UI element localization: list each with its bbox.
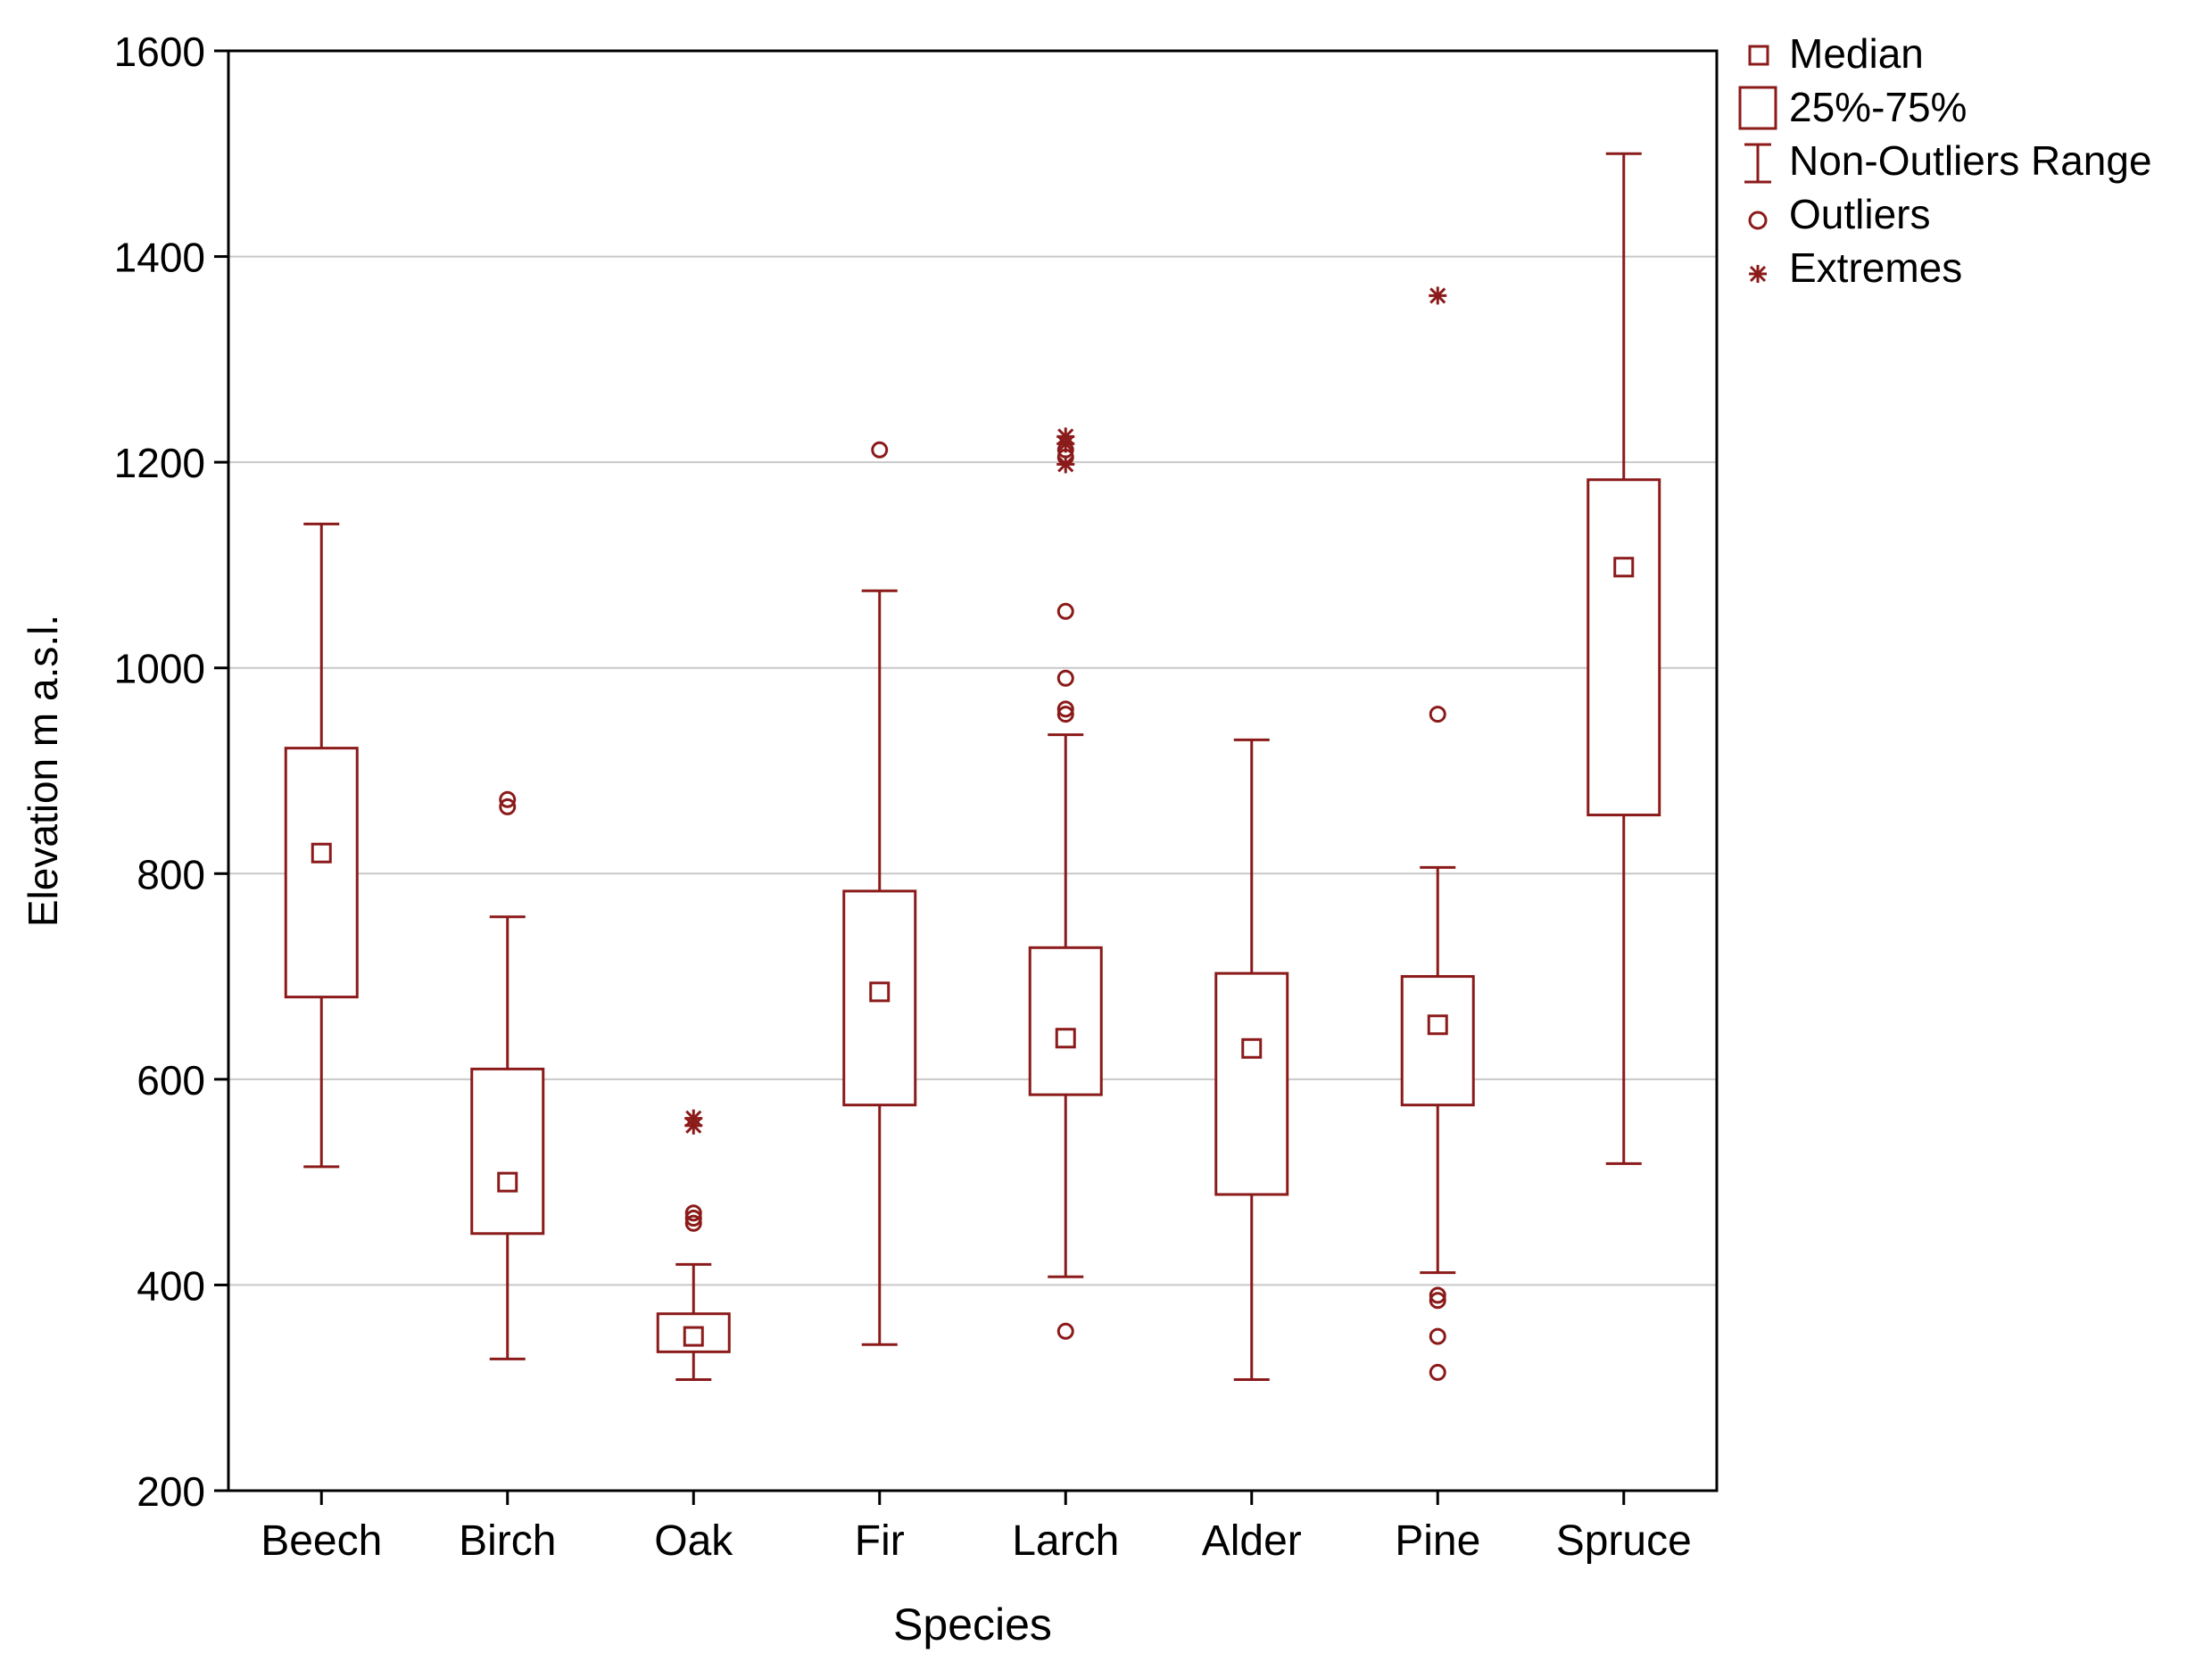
outlier-pine-1 (1429, 1327, 1446, 1345)
y-tick-label-1200: 1200 (114, 440, 205, 486)
y-tick-label-1400: 1400 (114, 235, 205, 281)
outlier-oak-0 (684, 1214, 702, 1232)
iqr-box-pine (1400, 975, 1475, 1107)
outlier-pine-3 (1429, 1286, 1446, 1304)
x-tick-label-fir: Fir (855, 1517, 905, 1565)
y-tick-label-1000: 1000 (114, 646, 205, 692)
median-marker-spruce (1613, 557, 1635, 578)
box-larch (1028, 427, 1103, 1340)
box-spruce (1587, 152, 1661, 1165)
extreme-larch-2 (1056, 427, 1075, 446)
legend: Median 25%-75% Non-Outliers Range Outlie… (1738, 30, 2152, 291)
y-tick-label-600: 600 (137, 1057, 205, 1104)
extreme-stroke-d2 (1429, 287, 1446, 304)
iqr-box-birch (470, 1067, 545, 1236)
box-alder (1214, 738, 1289, 1381)
extreme-stroke-d2 (1057, 428, 1074, 445)
median-marker-fir (869, 981, 891, 1003)
outlier-larch-4 (1056, 602, 1074, 620)
x-tick-label-spruce: Spruce (1556, 1517, 1692, 1565)
legend-extreme-label: Extremes (1789, 244, 1962, 291)
gridlines (228, 255, 1717, 1286)
y-tick-label-1600: 1600 (114, 29, 205, 75)
legend-box-marker (1738, 86, 1777, 130)
x-tick-label-birch: Birch (459, 1517, 556, 1565)
x-tick-label-pine: Pine (1395, 1517, 1480, 1565)
outlier-birch-0 (499, 798, 517, 815)
legend-extreme-marker (1749, 265, 1767, 283)
axes: 200 400 600 800 1000 1200 1400 1600 Beech Birch Oa… (114, 29, 1692, 1565)
outlier-pine-2 (1429, 1292, 1446, 1310)
legend-whisker-label: Non-Outliers Range (1789, 137, 2152, 184)
median-marker-oak (683, 1326, 704, 1347)
outlier-pine-4 (1429, 706, 1446, 723)
extreme-stroke-d2 (685, 1110, 702, 1127)
legend-whisker-marker (1744, 143, 1771, 184)
legend-median-marker (1748, 45, 1769, 66)
box-series (284, 152, 1661, 1381)
median-marker-pine (1427, 1014, 1448, 1036)
legend-median-label: Median (1789, 30, 1924, 77)
box-beech (284, 522, 359, 1169)
outlier-oak-2 (684, 1204, 702, 1222)
x-tick-label-oak: Oak (654, 1517, 733, 1565)
iqr-box-fir (842, 889, 917, 1107)
outlier-oak-1 (684, 1209, 702, 1227)
iqr-box-larch (1028, 946, 1103, 1096)
iqr-box-beech (284, 747, 359, 999)
y-axis-title: Elevation m a.s.l. (20, 615, 66, 927)
outlier-larch-1 (1056, 706, 1074, 723)
iqr-box-alder (1214, 971, 1289, 1196)
outlier-larch-0 (1056, 1322, 1074, 1340)
outlier-larch-3 (1056, 669, 1074, 687)
outlier-larch-2 (1056, 700, 1074, 718)
extreme-pine-0 (1429, 286, 1447, 305)
median-marker-beech (311, 842, 332, 864)
box-fir (842, 441, 917, 1346)
legend-box-label: 25%-75% (1789, 84, 1967, 130)
plot-frame (227, 49, 1719, 1492)
outlier-birch-1 (499, 790, 517, 808)
median-marker-birch (497, 1171, 518, 1193)
median-marker-alder (1241, 1037, 1263, 1059)
extreme-stroke-d2 (1057, 456, 1074, 473)
box-oak (656, 1109, 731, 1381)
x-axis-title: Species (893, 1599, 1052, 1649)
median-marker-larch (1055, 1028, 1076, 1049)
x-tick-label-larch: Larch (1012, 1517, 1119, 1565)
y-tick-label-400: 400 (137, 1262, 205, 1309)
legend-outlier-marker (1748, 211, 1768, 230)
x-tick-label-beech: Beech (261, 1517, 382, 1565)
extreme-oak-1 (684, 1109, 703, 1128)
legend-outlier-label: Outliers (1789, 191, 1930, 237)
outlier-pine-0 (1429, 1363, 1446, 1381)
iqr-box-spruce (1587, 478, 1661, 817)
y-tick-label-800: 800 (137, 851, 205, 897)
y-tick-label-200: 200 (137, 1468, 205, 1515)
x-tick-label-alder: Alder (1202, 1517, 1302, 1565)
outlier-fir-0 (871, 441, 889, 459)
box-birch (470, 790, 545, 1360)
box-pine (1400, 286, 1475, 1381)
extreme-larch-0 (1056, 455, 1075, 474)
